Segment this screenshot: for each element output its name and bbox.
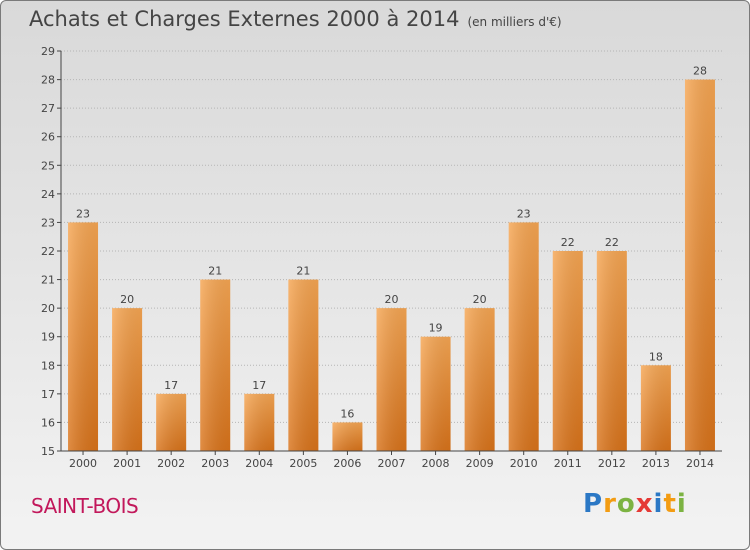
x-tick-label-2005: 2005	[289, 457, 317, 470]
y-tick-label-27: 27	[41, 102, 55, 115]
title-text: Achats et Charges Externes 2000 à 2014	[29, 7, 460, 31]
y-tick-label-22: 22	[41, 245, 55, 258]
bar-shade-2000	[68, 222, 99, 451]
bar-shade-2009	[464, 308, 495, 451]
value-labels: 23 20 17 21 17 21 16 20 19 20 23 22 22 18 28	[76, 65, 707, 421]
bar-shade-2006	[332, 422, 363, 451]
bar-shade-2001	[112, 308, 143, 451]
y-tick-label-16: 16	[41, 416, 55, 429]
y-tick-label-20: 20	[41, 302, 55, 315]
bar-shade-2007	[376, 308, 407, 451]
logo-letter: o	[616, 489, 636, 519]
bar-shade-2004	[244, 393, 275, 451]
value-label-2012: 22	[605, 236, 619, 249]
x-tick-label-2003: 2003	[201, 457, 229, 470]
value-label-2009: 20	[473, 293, 487, 306]
x-tick-label-2001: 2001	[113, 457, 141, 470]
value-label-2004: 17	[252, 379, 266, 392]
x-tick-label-2009: 2009	[466, 457, 494, 470]
x-tick-label-2011: 2011	[554, 457, 582, 470]
value-label-2011: 22	[561, 236, 575, 249]
chart-title: Achats et Charges Externes 2000 à 2014 (e…	[29, 7, 562, 31]
value-label-2014: 28	[693, 65, 707, 78]
axes: 15 16 17 18 19 20 21 22 23 24 25 26 27 28 29 2000 2001 20…	[41, 45, 722, 470]
bar-shade-2014	[684, 79, 715, 452]
unit-label: (en milliers d'€)	[467, 15, 562, 29]
logo-letter: t	[663, 489, 677, 519]
y-tick-label-24: 24	[41, 188, 55, 201]
y-tick-label-28: 28	[41, 74, 55, 87]
city-name: SAINT-BOIS	[31, 494, 139, 518]
value-label-2010: 23	[517, 207, 531, 220]
x-tick-label-2000: 2000	[69, 457, 97, 470]
bars	[68, 79, 715, 452]
y-tick-label-21: 21	[41, 274, 55, 287]
value-label-2005: 21	[296, 265, 310, 278]
y-tick-label-19: 19	[41, 331, 55, 344]
x-tick-label-2014: 2014	[686, 457, 714, 470]
proxiti-logo: Proxiti	[583, 489, 687, 519]
value-label-2007: 20	[385, 293, 399, 306]
value-label-2008: 19	[429, 322, 443, 335]
logo-letter: P	[583, 489, 604, 519]
value-label-2013: 18	[649, 350, 663, 363]
value-label-2001: 20	[120, 293, 134, 306]
y-tick-label-18: 18	[41, 359, 55, 372]
logo-letter: r	[603, 489, 617, 519]
value-label-2006: 16	[340, 407, 354, 420]
y-tick-label-29: 29	[41, 45, 55, 58]
bar-shade-2005	[288, 279, 319, 451]
x-tick-label-2013: 2013	[642, 457, 670, 470]
bar-shade-2008	[420, 336, 451, 451]
bar-shade-2002	[156, 393, 187, 451]
x-tick-label-2008: 2008	[422, 457, 450, 470]
x-tick-label-2007: 2007	[378, 457, 406, 470]
logo-letter: x	[635, 489, 654, 519]
y-tick-label-23: 23	[41, 216, 55, 229]
logo-letter: i	[676, 489, 687, 519]
bar-shade-2013	[640, 365, 671, 451]
y-tick-label-15: 15	[41, 445, 55, 458]
value-label-2002: 17	[164, 379, 178, 392]
bar-shade-2003	[200, 279, 231, 451]
y-tick-label-17: 17	[41, 388, 55, 401]
bar-shade-2011	[552, 251, 583, 451]
x-tick-label-2012: 2012	[598, 457, 626, 470]
value-label-2003: 21	[208, 265, 222, 278]
x-tick-label-2002: 2002	[157, 457, 185, 470]
y-tick-label-26: 26	[41, 131, 55, 144]
x-tick-label-2010: 2010	[510, 457, 538, 470]
bar-shade-2012	[596, 251, 627, 451]
x-tick-label-2004: 2004	[245, 457, 273, 470]
bar-shade-2010	[508, 222, 539, 451]
value-label-2000: 23	[76, 207, 90, 220]
logo-letter: i	[653, 489, 664, 519]
y-tick-label-25: 25	[41, 159, 55, 172]
x-tick-label-2006: 2006	[333, 457, 361, 470]
